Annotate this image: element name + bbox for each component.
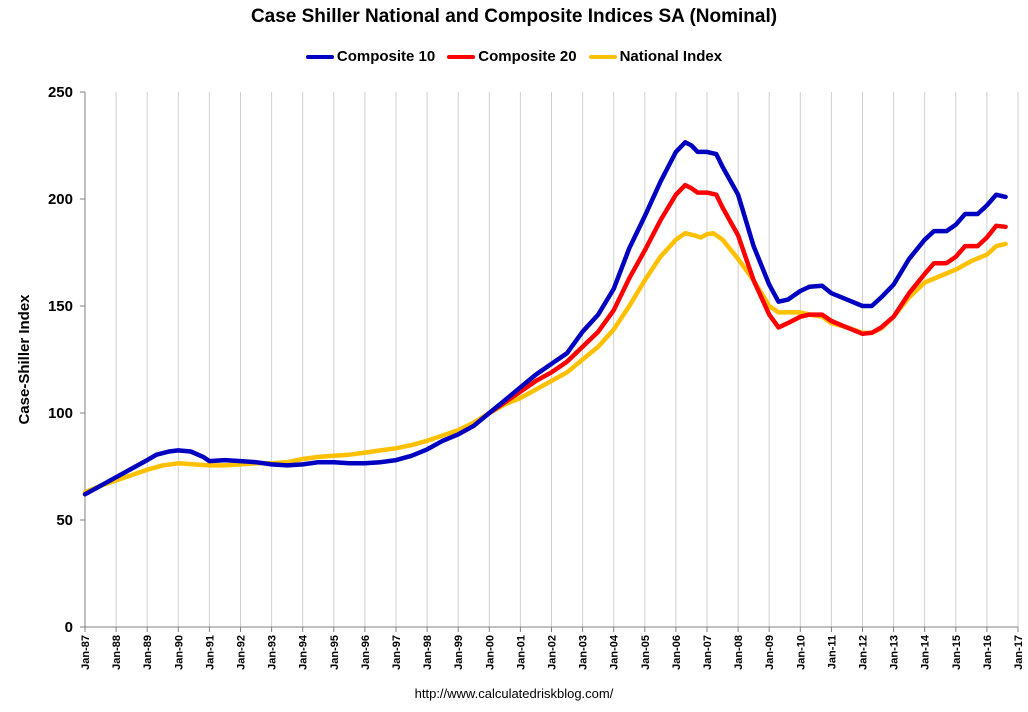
legend-item-national-index: National Index [588, 48, 723, 65]
x-tick-label: Jan-96 [360, 635, 372, 670]
legend-swatch-national-index [588, 54, 617, 59]
x-tick-label: Jan-97 [391, 635, 403, 670]
x-tick-label: Jan-95 [329, 635, 341, 670]
y-tick-label: 200 [48, 191, 73, 208]
series-line-composite-10 [82, 140, 1008, 497]
legend-label-composite-10: Composite 10 [336, 48, 436, 65]
legend-label-composite-20: Composite 20 [478, 48, 577, 65]
x-tick-label: Jan-87 [80, 635, 92, 670]
x-tick-label: Jan-00 [484, 635, 496, 670]
x-tick-label: Jan-98 [422, 635, 434, 670]
x-tick-label: Jan-99 [453, 635, 465, 670]
x-tick-label: Jan-08 [733, 635, 745, 670]
x-tick-label: Jan-06 [671, 635, 683, 670]
y-axis-label: Case-Shiller Index [16, 294, 33, 425]
x-tick-label: Jan-04 [609, 634, 621, 670]
x-tick-label: Jan-93 [267, 635, 279, 670]
x-tick-label: Jan-11 [826, 635, 838, 669]
y-tick-label: 0 [65, 619, 73, 636]
x-tick-label: Jan-10 [795, 635, 807, 670]
legend-item-composite-10: Composite 10 [305, 48, 436, 65]
x-tick-label: Jan-13 [889, 635, 901, 670]
x-tick-label: Jan-88 [111, 635, 123, 670]
chart-legend: Composite 10 Composite 20 National Index [0, 48, 1028, 65]
x-tick-label: Jan-05 [640, 635, 652, 670]
x-tick-label: Jan-07 [702, 635, 714, 670]
x-tick-label: Jan-01 [515, 635, 527, 670]
x-tick-label: Jan-94 [298, 634, 310, 670]
y-tick-label: 50 [56, 512, 73, 529]
y-axis-ticks: 0 50 100 150 200 250 [48, 84, 85, 636]
y-tick-label: 100 [48, 405, 73, 422]
x-tick-label: Jan-92 [236, 635, 248, 670]
legend-item-composite-20: Composite 20 [447, 48, 577, 65]
x-tick-label: Jan-16 [982, 635, 994, 670]
series-lines [82, 140, 1008, 497]
x-axis-ticks: Jan-87 Jan-88 Jan-89 Jan-90 Jan-91 Jan-92 Jan-… [80, 627, 1025, 670]
x-tick-label: Jan-90 [173, 635, 185, 670]
x-tick-label: Jan-09 [764, 635, 776, 670]
series-line-composite-20 [487, 182, 1008, 416]
x-tick-label: Jan-89 [142, 635, 154, 670]
series-line-national-index [82, 230, 1008, 495]
x-tick-label: Jan-14 [920, 634, 932, 670]
legend-swatch-composite-10 [305, 54, 334, 59]
source-url: http://www.calculatedriskblog.com/ [414, 686, 614, 701]
gridlines [115, 92, 1019, 627]
y-tick-label: 150 [48, 298, 73, 315]
y-tick-label: 250 [48, 84, 73, 101]
x-tick-label: Jan-02 [547, 635, 559, 670]
chart-title: Case Shiller National and Composite Indi… [250, 6, 778, 27]
legend-swatch-composite-20 [447, 54, 476, 59]
x-tick-label: Jan-03 [578, 635, 590, 670]
x-tick-label: Jan-15 [951, 635, 963, 670]
x-tick-label: Jan-12 [858, 635, 870, 670]
legend-label-national-index: National Index [619, 48, 723, 65]
x-tick-label: Jan-17 [1013, 635, 1025, 670]
x-tick-label: Jan-91 [204, 635, 216, 670]
